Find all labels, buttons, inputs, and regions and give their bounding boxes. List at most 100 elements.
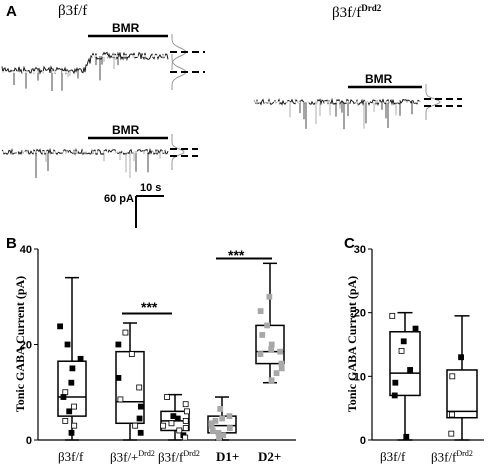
panel-a-letter: A — [6, 3, 17, 20]
panel-c-data-point — [389, 312, 396, 319]
panel-c-data-point — [392, 379, 399, 386]
panel-c-letter: C — [344, 235, 355, 252]
panel-b-data-point — [128, 351, 135, 357]
panel-b-data-point — [122, 329, 129, 336]
panel-b-data-point — [215, 429, 222, 436]
panel-b-cat-2: β3f/+Drd2 — [110, 449, 155, 464]
current-traces — [1, 34, 462, 178]
panel-b-data-point — [117, 396, 124, 403]
panel-b-letter: B — [6, 235, 17, 252]
condition-right-label: β3f/fDrd2 — [332, 4, 381, 21]
panel-b-data-point — [138, 403, 144, 410]
panel-c-data-point — [449, 411, 455, 418]
gauss-right — [425, 84, 441, 120]
panel-b-data-point — [71, 422, 78, 429]
panel-c-data-point — [412, 325, 419, 332]
panel-c-data-point — [403, 433, 410, 440]
significance-b2: *** — [228, 247, 245, 263]
panel-c-data-point — [400, 338, 407, 345]
panel-b-data-point — [264, 322, 271, 329]
panel-b-cat-3-sup: Drd2 — [183, 449, 200, 458]
trace-bottom-left — [1, 147, 169, 157]
bmr-label-right: BMR — [365, 72, 393, 86]
significance-b1: *** — [141, 299, 158, 315]
panel-b-data-point — [137, 429, 144, 436]
panel-c-ytick-label: 0 — [360, 435, 366, 447]
panel-b-data-point — [174, 415, 181, 422]
panel-b-data-point — [60, 394, 67, 400]
panel-c-box — [389, 331, 421, 397]
panel-c-data-point — [448, 430, 455, 437]
panel-b-data-point — [268, 346, 275, 353]
panel-b-data-point — [62, 417, 69, 424]
panel-b-data-point — [71, 403, 77, 410]
bmr-label-top: BMR — [112, 21, 140, 35]
panel-c-data-point — [449, 373, 456, 380]
panel-b-data-point — [216, 434, 222, 441]
panel-b-ytick-label: 0 — [26, 435, 32, 447]
panel-b-data-point — [278, 365, 285, 372]
panel-c-ytick-label: 20 — [354, 308, 366, 320]
panel-b-data-point — [66, 408, 73, 415]
panel-b-data-point — [115, 375, 122, 381]
panel-b-data-point — [266, 293, 273, 300]
panel-b-data-point — [57, 323, 64, 330]
panel-b-ytick-label: 20 — [20, 340, 32, 352]
panel-b-data-point — [257, 308, 264, 314]
panel-b-cat-5: D2+ — [258, 449, 282, 464]
panel-b-data-point — [68, 379, 75, 386]
panel-b-ytick-label: 40 — [20, 244, 32, 256]
panel-c-cat-1: β3f/f — [380, 449, 406, 464]
panel-b-data-point — [64, 341, 71, 348]
panel-b-data-point — [219, 415, 226, 422]
panel-c-box — [446, 369, 478, 419]
gauss-bottom — [171, 134, 185, 170]
trace-top-left — [1, 51, 169, 75]
panel-c-cat-2-sup: Drd2 — [456, 449, 473, 458]
condition-right-base: β3f/f — [332, 5, 362, 21]
panel-c-data-point — [391, 392, 398, 399]
panel-b-data-point — [136, 415, 143, 422]
panel-b-data-point — [164, 394, 170, 400]
panel-b-data-point — [77, 355, 84, 362]
panel-b-cat-3-base: β3f/f — [158, 449, 184, 464]
panel-b-data-point — [217, 406, 224, 412]
bmr-label-bottom: BMR — [112, 123, 140, 137]
panel-b-data-point — [268, 377, 275, 384]
panel-b-data-point — [273, 370, 280, 377]
panel-b-data-point — [182, 425, 189, 431]
panel-b-data-point — [182, 434, 189, 441]
panel-b-data-point — [208, 422, 215, 429]
panel-b-cat-4: D1+ — [216, 449, 240, 464]
panel-c-data-point — [398, 347, 405, 354]
condition-left-label: β3f/f — [58, 3, 88, 19]
panel-b-cat-2-sup: Drd2 — [138, 449, 155, 458]
panel-b-data-point — [183, 408, 190, 415]
panel-b-data-point — [68, 429, 75, 436]
panel-b-data-point — [136, 384, 143, 391]
panel-c-cat-2: β3f/fDrd2 — [431, 449, 473, 464]
panel-c-data-point — [407, 367, 413, 373]
trace-right — [253, 97, 421, 107]
panel-b-data-point — [182, 417, 189, 424]
panel-b-data-point — [277, 348, 284, 355]
panel-b-data-point — [168, 420, 175, 427]
panel-b-box — [57, 360, 87, 417]
panel-b-data-point — [268, 341, 275, 348]
scale-time-label: 10 s — [140, 182, 162, 194]
panel-b-data-point — [62, 389, 69, 396]
scale-current-label: 60 pA — [104, 193, 134, 205]
panel-b-data-point — [278, 360, 285, 367]
panel-c-data-point — [458, 354, 464, 361]
panel-b-cat-3: β3f/fDrd2 — [158, 449, 200, 464]
panel-b-data-point — [259, 332, 266, 338]
panel-b-cat-1: β3f/f — [58, 449, 84, 464]
condition-right-sup: Drd2 — [361, 3, 382, 13]
panel-c-cat-2-base: β3f/f — [431, 449, 457, 464]
panel-b-data-point — [257, 351, 264, 357]
panel-c-ytick-label: 30 — [354, 244, 366, 256]
panel-b-cat-2-base: β3f/+ — [110, 449, 139, 464]
panel-b-data-point — [226, 413, 233, 420]
